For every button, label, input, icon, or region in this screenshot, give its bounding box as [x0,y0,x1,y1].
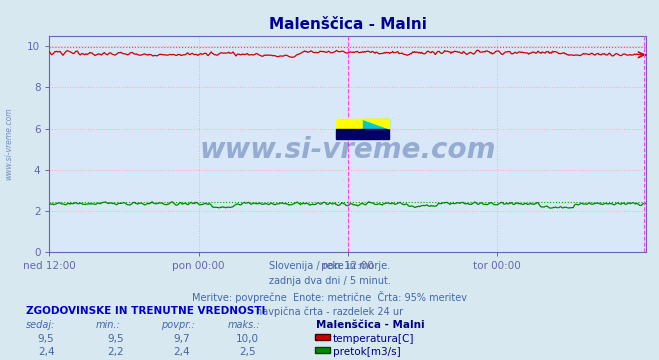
Title: Malenščica - Malni: Malenščica - Malni [269,17,426,32]
Text: maks.:: maks.: [227,320,260,330]
Polygon shape [362,119,389,129]
Text: 10,0: 10,0 [236,334,258,344]
Text: min.:: min.: [96,320,121,330]
Text: povpr.:: povpr.: [161,320,195,330]
Text: temperatura[C]: temperatura[C] [333,334,415,344]
Text: Malenščica - Malni: Malenščica - Malni [316,320,425,330]
Text: www.si-vreme.com: www.si-vreme.com [200,136,496,165]
Text: pretok[m3/s]: pretok[m3/s] [333,347,401,357]
Text: www.si-vreme.com: www.si-vreme.com [5,108,14,180]
Text: 9,5: 9,5 [38,334,55,344]
Polygon shape [335,129,389,139]
Text: Meritve: povprečne  Enote: metrične  Črta: 95% meritev: Meritve: povprečne Enote: metrične Črta:… [192,291,467,303]
Text: zadnja dva dni / 5 minut.: zadnja dva dni / 5 minut. [269,276,390,286]
Text: 9,7: 9,7 [173,334,190,344]
Text: 9,5: 9,5 [107,334,124,344]
Text: sedaj:: sedaj: [26,320,56,330]
Text: 2,2: 2,2 [107,347,124,357]
Text: 2,4: 2,4 [38,347,55,357]
Text: ZGODOVINSKE IN TRENUTNE VREDNOSTI: ZGODOVINSKE IN TRENUTNE VREDNOSTI [26,306,266,316]
Text: 2,5: 2,5 [239,347,256,357]
Polygon shape [362,119,389,129]
Text: 2,4: 2,4 [173,347,190,357]
Text: Slovenija / reke in morje.: Slovenija / reke in morje. [269,261,390,271]
Text: navpična črta - razdelek 24 ur: navpična črta - razdelek 24 ur [256,306,403,317]
Polygon shape [335,119,362,129]
